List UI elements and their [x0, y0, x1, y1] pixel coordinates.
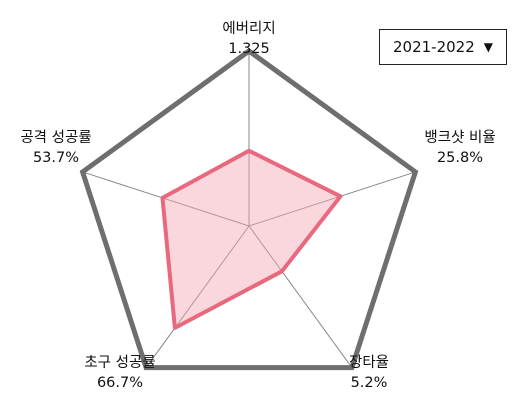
- season-dropdown-value: 2021-2022: [393, 38, 475, 56]
- radar-spokes: [82, 51, 416, 368]
- axis-labels: 에버리지 1.325 뱅크샷 비율 25.8% 장타율 5.2% 초구 성공률 66.7% 공격…: [20, 20, 495, 391]
- season-dropdown[interactable]: 2021-2022 ▼: [379, 29, 507, 65]
- axis-label-value: 66.7%: [97, 375, 143, 391]
- axis-label-name: 공격 성공률: [20, 129, 91, 146]
- axis-label-value: 5.2%: [351, 375, 388, 391]
- radar-spoke: [248, 171, 416, 227]
- radar-series-area: [160, 148, 343, 330]
- axis-label-name: 뱅크샷 비율: [424, 129, 495, 146]
- axis-label-name: 장타율: [349, 354, 389, 371]
- radar-spoke: [82, 171, 250, 227]
- radar-outline: [79, 47, 419, 371]
- axis-label-name: 초구 성공률: [84, 354, 155, 371]
- axis-label-value: 25.8%: [437, 150, 483, 166]
- axis-label-value: 53.7%: [33, 150, 79, 166]
- radar-spoke: [145, 225, 250, 368]
- axis-label-value: 1.325: [228, 41, 270, 57]
- triangle-down-icon: ▼: [483, 40, 493, 54]
- axis-label-name: 에버리지: [222, 20, 275, 37]
- radar-spoke: [248, 225, 353, 368]
